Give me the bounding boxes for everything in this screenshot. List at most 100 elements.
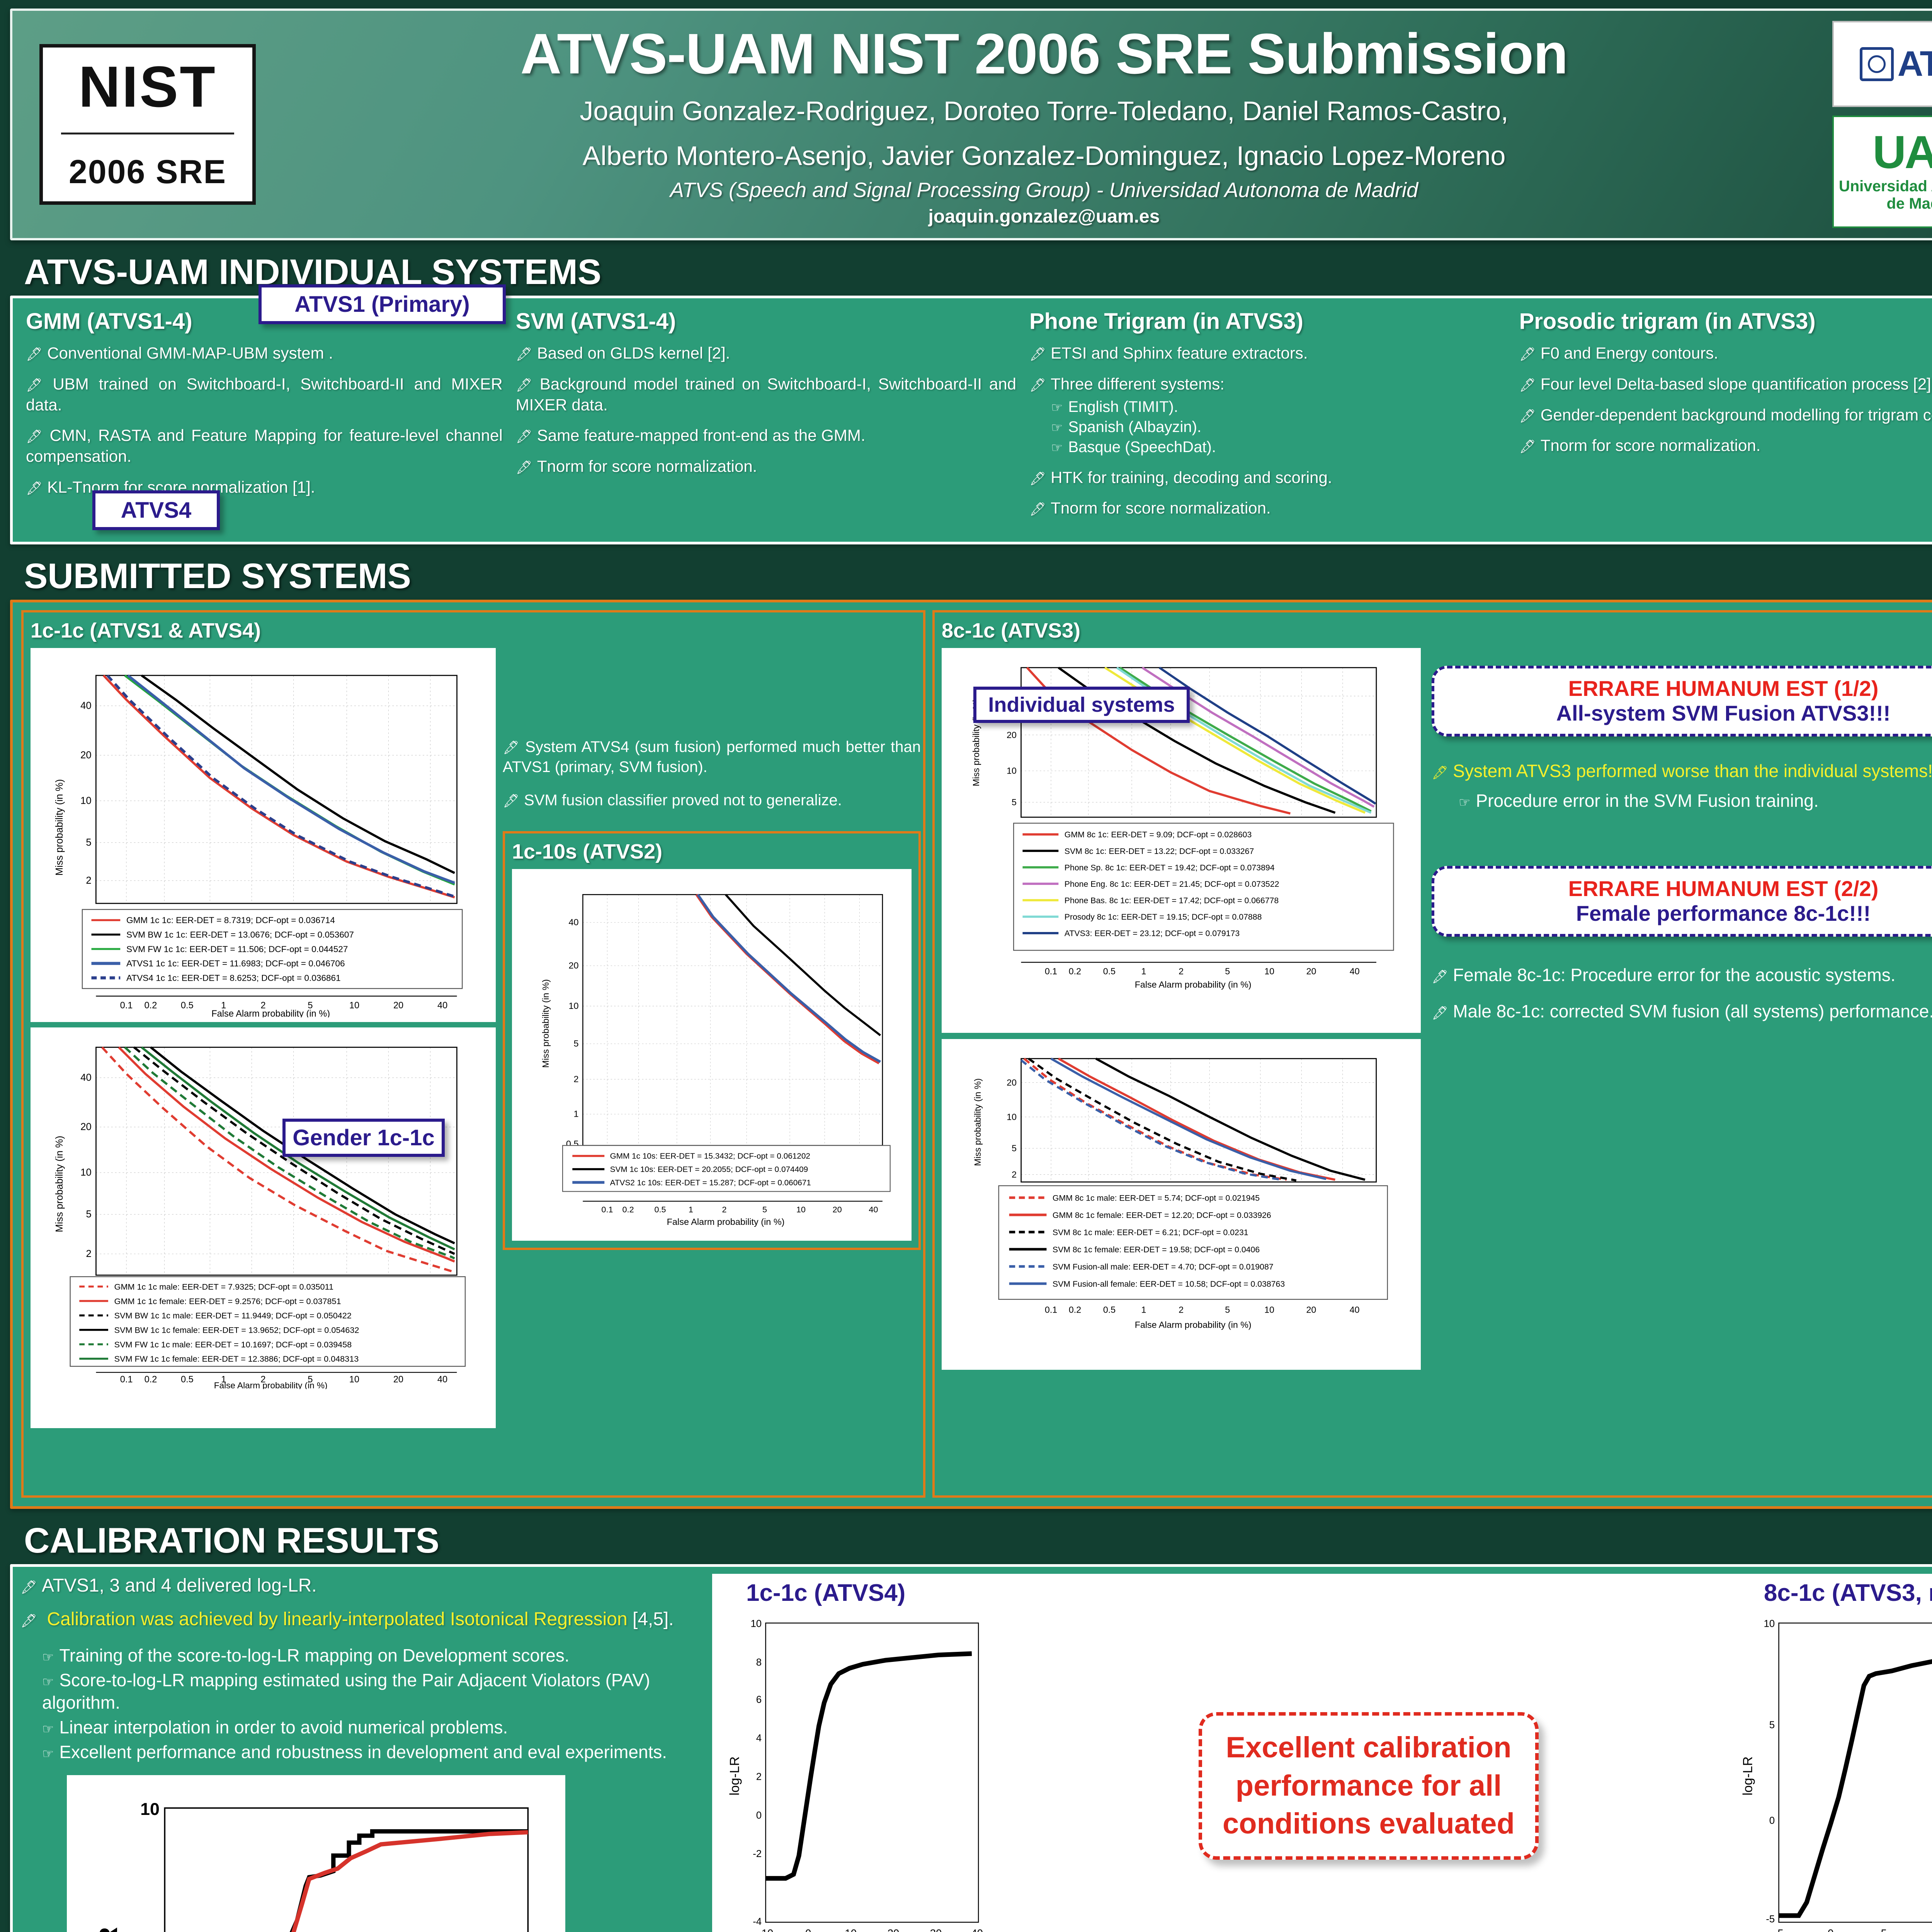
svg-text:0.2: 0.2: [145, 1000, 157, 1010]
nist-logo: NIST 2006 SRE: [39, 44, 256, 205]
note-item: Male 8c-1c: corrected SVM fusion (all sy…: [1432, 1000, 1932, 1023]
svg-text:0.1: 0.1: [120, 1000, 133, 1010]
annotation-atvs1-primary: ATVS1 (Primary): [259, 284, 506, 324]
svg-text:SVM BW 1c 1c: EER-DET = 13.067: SVM BW 1c 1c: EER-DET = 13.0676; DCF-opt…: [126, 930, 354, 940]
svg-text:False Alarm probability (in %): False Alarm probability (in %): [667, 1217, 785, 1227]
system-subitem: Spanish (Albayzin).: [1051, 417, 1506, 437]
logo-column: ATVS UAM Universidad Autonoma de Madrid: [1832, 21, 1932, 228]
svg-text:SVM FW 1c 1c male: EER-DET = 1: SVM FW 1c 1c male: EER-DET = 10.1697; DC…: [114, 1340, 352, 1349]
svg-text:20: 20: [1306, 1305, 1316, 1315]
section-title-calibration: CALIBRATION RESULTS: [24, 1521, 439, 1560]
callout-excellent-calibration: Excellent calibration performance for al…: [1199, 1712, 1539, 1860]
system-bullet: Tnorm for score normalization.: [516, 456, 1016, 477]
svg-text:10: 10: [349, 1374, 359, 1384]
svg-text:10: 10: [1007, 766, 1017, 776]
system-bullet: Four level Delta-based slope quantificat…: [1519, 374, 1932, 395]
calib-head-right: 8c-1c (ATVS3, male): [1764, 1580, 1932, 1606]
svg-text:10: 10: [80, 795, 91, 806]
svg-text:GMM 8c 1c: EER-DET = 9.09; DCF: GMM 8c 1c: EER-DET = 9.09; DCF-opt = 0.0…: [1065, 830, 1252, 839]
svg-text:SVM 8c 1c male: EER-DET = 6.21: SVM 8c 1c male: EER-DET = 6.21; DCF-opt …: [1053, 1228, 1248, 1237]
system-bullet: UBM trained on Switchboard-I, Switchboar…: [26, 374, 503, 415]
svg-text:5: 5: [308, 1000, 313, 1010]
svg-text:GMM 1c 1c female: EER-DET = 9.: GMM 1c 1c female: EER-DET = 9.2576; DCF-…: [114, 1296, 341, 1306]
svg-text:10: 10: [80, 1167, 91, 1178]
det-plot-1c1c-column: 40 20 10 5 2 Miss probability (in %): [31, 648, 496, 1428]
svg-text:SVM 1c 10s: EER-DET = 20.2055;: SVM 1c 10s: EER-DET = 20.2055; DCF-opt =…: [610, 1165, 808, 1174]
system-card-svm: SVM (ATVS1-4) Based on GLDS kernel [2]. …: [516, 308, 1016, 529]
svg-text:1: 1: [573, 1109, 578, 1119]
svg-text:2: 2: [756, 1772, 762, 1782]
submitted-systems-body: 1c-1c (ATVS1 & ATVS4): [10, 284, 1932, 1509]
system-bullet: HTK for training, decoding and scoring.: [1029, 467, 1506, 488]
callout-line-1: ERRARE HUMANUM EST (1/2): [1568, 676, 1879, 701]
svg-text:5: 5: [1225, 966, 1230, 976]
svg-text:0.5: 0.5: [181, 1374, 194, 1384]
svg-text:SVM BW 1c 1c female: EER-DET =: SVM BW 1c 1c female: EER-DET = 13.9652; …: [114, 1325, 359, 1335]
svg-text:GMM 1c 1c: EER-DET = 8.7319; D: GMM 1c 1c: EER-DET = 8.7319; DCF-opt = 0…: [126, 915, 335, 925]
individual-systems-body: GMM (ATVS1-4) Conventional GMM-MAP-UBM s…: [10, 296, 1932, 544]
det-plot-8c1c-column: 40 20 10 5 Miss probability (in %): [942, 648, 1421, 1370]
system-card-title: Phone Trigram (in ATVS3): [1029, 309, 1303, 334]
svg-text:Phone Sp. 8c 1c: EER-DET = 19.: Phone Sp. 8c 1c: EER-DET = 19.42; DCF-op…: [1065, 863, 1275, 872]
notes-column-1c1c: System ATVS4 (sum fusion) performed much…: [503, 648, 921, 1428]
svg-text:5: 5: [308, 1374, 313, 1384]
panel-title: 1c-1c (ATVS1 & ATVS4): [31, 619, 261, 642]
system-bullet: CMN, RASTA and Feature Mapping for featu…: [26, 425, 503, 467]
svg-text:2: 2: [1179, 1305, 1184, 1315]
svg-text:40: 40: [1350, 1305, 1360, 1315]
svg-text:0.2: 0.2: [1069, 966, 1081, 976]
calibration-subitem: Score-to-log-LR mapping estimated using …: [42, 1669, 704, 1714]
svg-text:5: 5: [1769, 1719, 1775, 1730]
svg-text:10: 10: [1764, 1619, 1775, 1629]
svg-text:10: 10: [845, 1927, 857, 1932]
svg-text:40: 40: [869, 1205, 878, 1214]
panel-title: 8c-1c (ATVS3): [942, 619, 1081, 642]
svg-text:SVM FW 1c 1c: EER-DET = 11.506: SVM FW 1c 1c: EER-DET = 11.506; DCF-opt …: [126, 944, 348, 954]
det-plot-1c1c: 40 20 10 5 2 Miss probability (in %): [31, 648, 496, 1022]
svg-text:5: 5: [150, 1931, 160, 1932]
svg-text:20: 20: [888, 1927, 900, 1932]
system-bullet: Three different systems:: [1029, 374, 1506, 395]
svg-text:8: 8: [756, 1657, 762, 1668]
uam-line-1: Universidad Autonoma: [1838, 177, 1932, 195]
svg-text:GMM 8c 1c female: EER-DET = 12: GMM 8c 1c female: EER-DET = 12.20; DCF-o…: [1053, 1211, 1271, 1220]
system-bullet: Tnorm for score normalization.: [1029, 498, 1506, 519]
svg-text:5: 5: [1881, 1927, 1887, 1932]
svg-text:10: 10: [796, 1205, 806, 1214]
svg-text:20: 20: [80, 750, 91, 760]
svg-text:20: 20: [1007, 1077, 1017, 1087]
callout-line-2: All-system SVM Fusion ATVS3!!!: [1556, 701, 1891, 726]
nist-wordmark: NIST: [78, 54, 217, 119]
svg-text:Phone Bas. 8c 1c: EER-DET = 17: Phone Bas. 8c 1c: EER-DET = 17.42; DCF-o…: [1065, 896, 1279, 905]
svg-text:Phone Eng. 8c 1c: EER-DET = 21: Phone Eng. 8c 1c: EER-DET = 21.45; DCF-o…: [1065, 879, 1279, 889]
system-bullet: Gender-dependent background modelling fo…: [1519, 405, 1932, 425]
calibration-subitem-list: Training of the score-to-log-LR mapping …: [42, 1645, 704, 1764]
svg-text:40: 40: [971, 1927, 983, 1932]
section-calibration: CALIBRATION RESULTS ATVS1, 3 and 4 deliv…: [10, 1518, 1932, 1932]
uam-wordmark: UAM: [1872, 126, 1932, 178]
note-item: Female 8c-1c: Procedure error for the ac…: [1432, 964, 1932, 987]
svg-text:2: 2: [1179, 966, 1184, 976]
svg-text:False Alarm probability (in %): False Alarm probability (in %): [211, 1009, 330, 1017]
svg-text:log-LR: log-LR: [728, 1757, 742, 1796]
svg-text:5: 5: [573, 1038, 578, 1048]
atvs-wordmark: ATVS: [1897, 44, 1932, 84]
svg-text:10: 10: [1007, 1112, 1017, 1122]
uam-line-2: de Madrid: [1886, 195, 1932, 212]
svg-text:1: 1: [1141, 966, 1146, 976]
svg-text:4: 4: [756, 1733, 762, 1744]
svg-text:0.2: 0.2: [145, 1374, 157, 1384]
calibration-plot-headers: 1c-1c (ATVS4) 8c-1c (ATVS3, male): [719, 1579, 1932, 1607]
system-card-title: SVM (ATVS1-4): [515, 309, 676, 334]
svg-text:-2: -2: [753, 1849, 762, 1859]
det-plot-gender-1c1c: 40 20 10 5 2 Miss probability (in %): [31, 1027, 496, 1428]
calibration-bullet: ATVS1, 3 and 4 delivered log-LR.: [20, 1574, 704, 1597]
section-title-submitted: SUBMITTED SYSTEMS: [24, 556, 411, 596]
calibration-subitem: Training of the score-to-log-LR mapping …: [42, 1645, 704, 1667]
calibration-bullet-tail: [4,5].: [627, 1609, 674, 1630]
nist-divider: [61, 133, 235, 134]
svg-text:SVM Fusion-all male: EER-DET =: SVM Fusion-all male: EER-DET = 4.70; DCF…: [1053, 1262, 1274, 1271]
